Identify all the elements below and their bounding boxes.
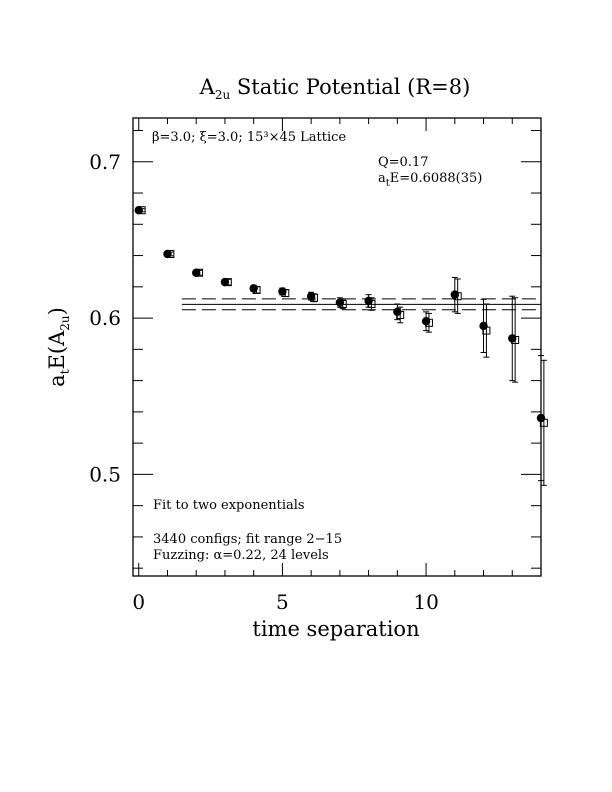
- y-tick-label: 0.7: [89, 150, 121, 174]
- x-tick-label: 5: [276, 590, 289, 614]
- data-point-circle: [536, 413, 546, 423]
- x-tick-label: 10: [413, 590, 438, 614]
- tick-labels: 0 5 10 0.5 0.6 0.7: [89, 150, 439, 614]
- plot-frame: [132, 117, 542, 577]
- data-point-square: [511, 335, 520, 344]
- data-point-square: [310, 293, 319, 302]
- x-tick-label: 0: [132, 590, 145, 614]
- fuzzing-annotation: Fuzzing: α=0.22, 24 levels: [153, 548, 329, 563]
- x-axis-label: time separation: [252, 617, 419, 641]
- data-point-square: [338, 300, 347, 309]
- fit-annotation: Fit to two exponentials: [153, 498, 305, 513]
- data-point-square: [223, 278, 232, 287]
- data-point-square: [539, 418, 548, 427]
- data-points: [134, 206, 548, 486]
- data-point-square: [281, 289, 290, 298]
- data-point-circle: [220, 277, 230, 287]
- chart-title: A2u Static Potential (R=8): [199, 75, 471, 102]
- data-point-square: [252, 285, 261, 294]
- data-point-square: [424, 318, 433, 327]
- data-point-square: [195, 268, 204, 277]
- data-point-square: [453, 292, 462, 301]
- lattice-annotation: β=3.0; ξ=3.0; 15³×45 Lattice: [152, 130, 346, 145]
- data-point-square: [482, 326, 491, 335]
- data-point-square: [396, 310, 405, 319]
- y-axis-label: atE(A2u): [45, 307, 72, 387]
- data-point-square: [367, 300, 376, 309]
- data-point-circle: [479, 321, 488, 331]
- y-tick-label: 0.6: [89, 306, 121, 330]
- q-annotation: Q=0.17: [378, 155, 429, 170]
- axis-ticks: [133, 118, 542, 576]
- configs-annotation: 3440 configs; fit range 2−15: [153, 532, 342, 547]
- y-tick-label: 0.5: [89, 462, 121, 486]
- data-point-square: [137, 206, 146, 215]
- energy-annotation: atE=0.6088(35): [378, 171, 482, 189]
- fit-band: [181, 298, 541, 311]
- data-point-circle: [134, 206, 143, 215]
- data-point-square: [166, 249, 175, 258]
